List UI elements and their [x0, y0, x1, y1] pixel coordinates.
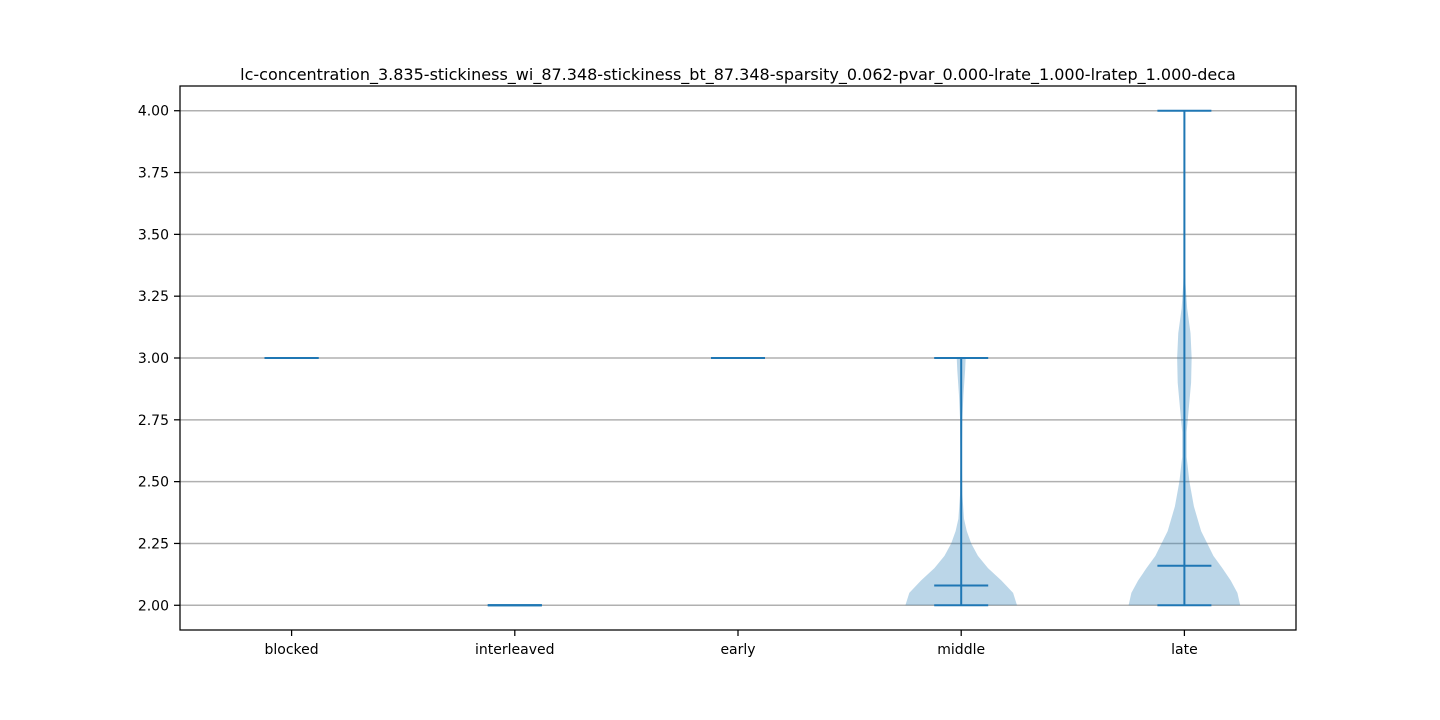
y-axis: 2.00 2.25 2.50 2.75 3.00 3.25 3.50 3.75 4.00	[138, 104, 180, 614]
chart-title: lc-concentration_3.835-stickiness_wi_87.…	[240, 65, 1236, 85]
y-tick-label: 2.50	[138, 475, 169, 491]
x-tick-label: blocked	[265, 642, 319, 658]
x-tick-label: middle	[937, 642, 985, 658]
y-tick-label: 3.75	[138, 166, 169, 182]
y-tick-label: 2.75	[138, 413, 169, 429]
x-axis: blocked interleaved early middle late	[265, 630, 1198, 658]
y-tick-label: 3.25	[138, 289, 169, 305]
y-tick-label: 3.50	[138, 227, 169, 243]
violin-stat-lines	[264, 109, 1212, 607]
y-tick-label: 2.00	[138, 598, 169, 614]
x-tick-label: interleaved	[475, 642, 555, 658]
y-tick-label: 2.25	[138, 536, 169, 552]
x-tick-label: early	[720, 642, 755, 658]
y-tick-label: 3.00	[138, 351, 169, 367]
x-tick-label: late	[1171, 642, 1198, 658]
y-tick-label: 4.00	[138, 104, 169, 120]
